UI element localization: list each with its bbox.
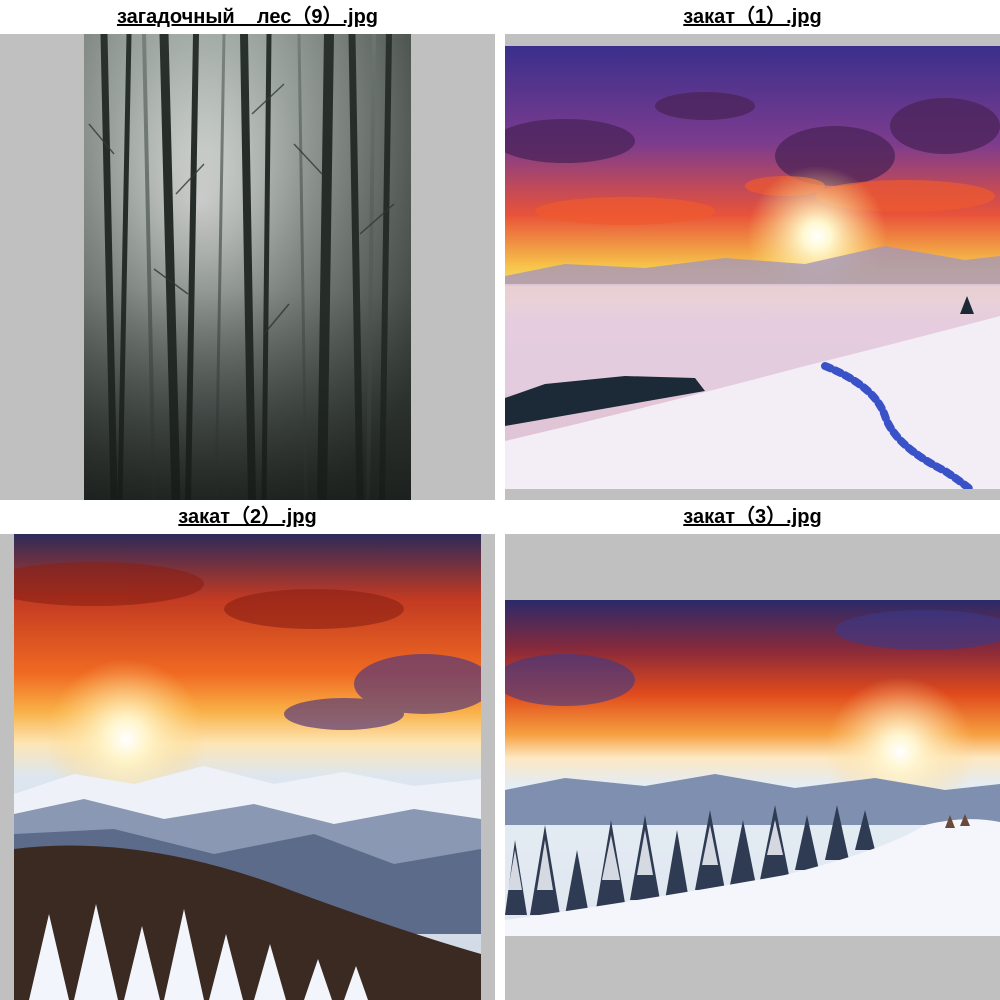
snowy-pine-sunset-photo-icon (505, 600, 1000, 936)
thumbnail-pane (505, 34, 1000, 500)
winter-sunset-photo-icon (505, 46, 1000, 489)
misty-forest-photo-icon (84, 34, 411, 500)
thumbnail-sunset-2[interactable]: закат（2）.jpg (0, 500, 495, 1000)
thumbnail-sunset-3[interactable]: закат（3）.jpg (505, 500, 1000, 1000)
thumbnail-filename: закат（3）.jpg (505, 500, 1000, 534)
thumbnail-sunset-1[interactable]: закат（1）.jpg (505, 0, 1000, 500)
thumbnail-filename: закат（2）.jpg (0, 500, 495, 534)
thumbnail-pane (505, 534, 1000, 1000)
mountain-sunset-photo-icon (14, 534, 481, 1000)
thumbnail-pane (0, 34, 495, 500)
thumbnail-forest[interactable]: загадочный__лес（9）.jpg (0, 0, 495, 500)
thumbnail-pane (0, 534, 495, 1000)
thumbnail-filename: загадочный__лес（9）.jpg (0, 0, 495, 34)
thumbnail-filename: закат（1）.jpg (505, 0, 1000, 34)
